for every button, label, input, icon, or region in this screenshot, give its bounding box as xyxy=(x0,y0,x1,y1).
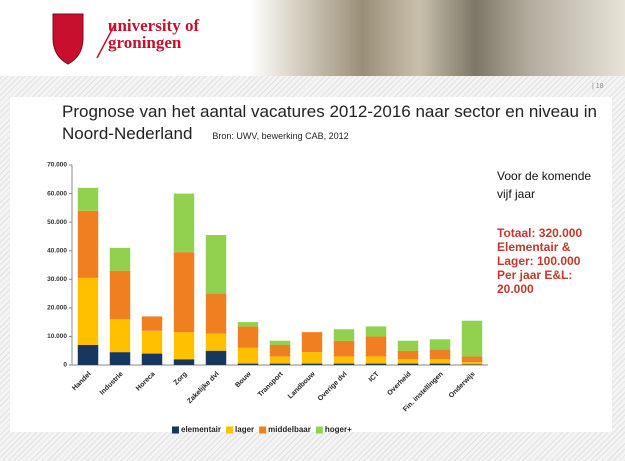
y-tick-label: 60.000 xyxy=(47,190,67,197)
header-photo xyxy=(250,0,625,76)
y-tick-label: 30.000 xyxy=(47,276,67,283)
bar-segment xyxy=(461,320,483,357)
y-tick-label: 70.000 xyxy=(47,162,67,169)
logo-text: university of xyxy=(108,16,200,35)
bar-segment xyxy=(333,363,355,365)
legend-label: elementair xyxy=(181,425,221,434)
bar-segment xyxy=(237,347,259,364)
legend-swatch xyxy=(226,426,234,434)
logo-text: groningen xyxy=(108,33,182,52)
logo-slash xyxy=(96,23,116,59)
bar-segment xyxy=(141,330,163,354)
bar-segment xyxy=(77,345,99,365)
bar-segment xyxy=(365,356,387,364)
bar-segment xyxy=(301,363,323,365)
bar-segment xyxy=(205,293,227,334)
bar-segment xyxy=(109,319,131,353)
bar-segment xyxy=(173,252,195,333)
x-tick-label: Overheid xyxy=(386,371,412,397)
bar-segment xyxy=(429,363,451,365)
header: university of groningen xyxy=(0,0,625,76)
bar-segment xyxy=(205,235,227,294)
bar-segment xyxy=(109,247,131,271)
bar-segment xyxy=(301,332,323,353)
x-tick-label: Overige dvl xyxy=(317,371,349,403)
x-tick-label: Industrie xyxy=(99,371,125,397)
x-tick-label: Onderwijs xyxy=(448,371,477,400)
bar-segment xyxy=(77,187,99,211)
legend-label: lager xyxy=(235,425,254,434)
legend-swatch xyxy=(172,426,179,434)
bar-segment xyxy=(173,193,195,253)
y-tick-label: 40.000 xyxy=(47,247,67,254)
bar-segment xyxy=(365,363,387,365)
bar-segment xyxy=(461,356,483,363)
x-tick-label: Horeca xyxy=(135,371,157,393)
bar-segment xyxy=(269,340,291,345)
bar-segment xyxy=(141,316,163,331)
bar-segment xyxy=(461,364,483,365)
y-tick-label: 0 xyxy=(63,362,67,369)
x-tick-label: Zorg xyxy=(173,371,189,387)
x-tick-label: Landbouw xyxy=(287,370,317,400)
bar-segment xyxy=(333,356,355,364)
bar-segment xyxy=(333,340,355,357)
bar-segment xyxy=(109,270,131,320)
legend-label: hoger+ xyxy=(325,425,352,434)
x-tick-label: Zakelijke dvl xyxy=(186,371,220,405)
bar-segment xyxy=(237,363,259,365)
bar-segment xyxy=(77,277,99,345)
bar-segment xyxy=(205,333,227,351)
bar-segment xyxy=(237,326,259,348)
y-tick-label: 10.000 xyxy=(47,333,67,340)
slide-heading: Prognose van het aantal vacatures 2012-2… xyxy=(62,101,622,147)
bar-segment xyxy=(109,352,131,365)
bar-segment xyxy=(269,345,291,357)
bar-segment xyxy=(429,349,451,360)
legend-swatch xyxy=(315,426,323,434)
x-tick-label: ICT xyxy=(368,370,381,383)
bar-segment xyxy=(173,359,195,365)
legend-label: middelbaar xyxy=(268,425,311,434)
side-intro: Voor de komende vijf jaar xyxy=(497,169,592,201)
y-tick-label: 50.000 xyxy=(47,219,67,226)
x-tick-label: Bouw xyxy=(234,370,253,389)
bar-segment xyxy=(365,326,387,337)
crest xyxy=(52,13,116,65)
bar-segment xyxy=(429,359,451,364)
legend-swatch xyxy=(259,426,267,434)
x-tick-label: Transport xyxy=(257,370,285,398)
x-tick-label: Handel xyxy=(71,371,92,392)
bar-segment xyxy=(301,352,323,364)
side-line: Totaal: 320.000 xyxy=(497,226,583,240)
bar-segment xyxy=(237,322,259,327)
bar-segment xyxy=(397,363,419,365)
source-note: Bron: UWV, bewerking CAB, 2012 xyxy=(212,131,349,141)
y-tick-label: 20.000 xyxy=(47,305,67,312)
slide-title: Prognose van het aantal vacatures 2012-2… xyxy=(62,102,597,143)
bar-segment xyxy=(269,363,291,365)
bar-segment xyxy=(461,362,483,365)
bar-segment xyxy=(397,359,419,364)
bar-segment xyxy=(429,339,451,350)
page-number: | 18 xyxy=(592,83,604,90)
side-line: Elementair & Lager: 100.000 xyxy=(497,240,581,268)
bar-segment xyxy=(333,329,355,341)
bar-segment xyxy=(173,332,195,360)
crest-shield xyxy=(52,13,84,65)
bar-segment xyxy=(365,336,387,357)
bar-segment xyxy=(397,350,419,360)
bar-segment xyxy=(269,356,291,364)
side-line: Per jaar E&L: 20.000 xyxy=(497,268,573,296)
bar-segment xyxy=(141,353,163,365)
bar-segment xyxy=(77,210,99,278)
bar-segment xyxy=(397,340,419,351)
bar-segment xyxy=(205,350,227,365)
